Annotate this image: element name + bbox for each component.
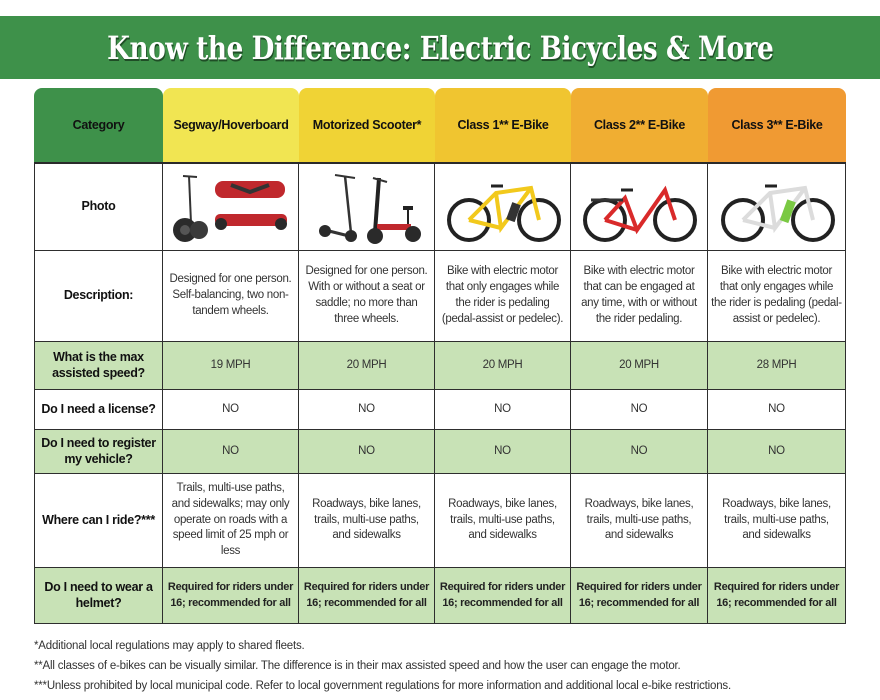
where-ride-class1: Roadways, bike lanes, trails, multi-use … — [435, 474, 571, 568]
description-class2: Bike with electric motor that can be eng… — [571, 251, 708, 342]
footnotes: *Additional local regulations may apply … — [34, 636, 864, 696]
footnote-1: *Additional local regulations may apply … — [34, 640, 305, 652]
row-label-max-speed: What is the max assisted speed? — [34, 342, 163, 390]
header-motorized-scooter: Motorized Scooter* — [299, 88, 435, 164]
max-speed-class3: 28 MPH — [708, 342, 846, 390]
description-scooter: Designed for one person. With or without… — [299, 251, 435, 342]
where-ride-scooter: Roadways, bike lanes, trails, multi-use … — [299, 474, 435, 568]
row-label-photo: Photo — [34, 164, 163, 251]
scooter-image — [318, 174, 421, 244]
row-label-license: Do I need a license? — [34, 390, 163, 430]
segway-hoverboard-image — [172, 175, 287, 242]
page-title: Know the Difference: Electric Bicycles &… — [106, 28, 774, 67]
helmet-class1: Required for riders under 16; recommende… — [435, 568, 571, 624]
register-segway: NO — [163, 430, 299, 474]
where-ride-segway: Trails, multi-use paths, and sidewalks; … — [163, 474, 299, 568]
photo-cell-class1 — [435, 164, 571, 251]
photo-cell-segway — [163, 164, 299, 251]
max-speed-class1: 20 MPH — [435, 342, 571, 390]
register-class1: NO — [435, 430, 571, 474]
photo-cell-scooter — [299, 164, 435, 251]
helmet-segway: Required for riders under 16; recommende… — [163, 568, 299, 624]
license-class3: NO — [708, 390, 846, 430]
header-category: Category — [34, 88, 163, 164]
where-ride-class3: Roadways, bike lanes, trails, multi-use … — [708, 474, 846, 568]
description-class3: Bike with electric motor that only engag… — [708, 251, 846, 342]
helmet-class3: Required for riders under 16; recommende… — [708, 568, 846, 624]
class2-ebike-image — [583, 185, 697, 242]
header-class2-ebike: Class 2** E-Bike — [571, 88, 708, 164]
header-segway-hoverboard: Segway/Hoverboard — [163, 88, 299, 164]
row-label-register: Do I need to register my vehicle? — [34, 430, 163, 474]
license-class2: NO — [571, 390, 708, 430]
class1-ebike-image — [446, 184, 561, 242]
header-class1-ebike: Class 1** E-Bike — [435, 88, 571, 164]
license-class1: NO — [435, 390, 571, 430]
where-ride-class2: Roadways, bike lanes, trails, multi-use … — [571, 474, 708, 568]
register-class2: NO — [571, 430, 708, 474]
row-label-description: Description: — [34, 251, 163, 342]
register-class3: NO — [708, 430, 846, 474]
comparison-table: Category Segway/Hoverboard Motorized Sco… — [34, 88, 846, 624]
class3-ebike-image — [720, 184, 835, 242]
photo-cell-class2 — [571, 164, 708, 251]
register-scooter: NO — [299, 430, 435, 474]
license-scooter: NO — [299, 390, 435, 430]
footnote-2: **All classes of e-bikes can be visually… — [34, 660, 681, 672]
license-segway: NO — [163, 390, 299, 430]
helmet-class2: Required for riders under 16; recommende… — [571, 568, 708, 624]
helmet-scooter: Required for riders under 16; recommende… — [299, 568, 435, 624]
photo-cell-class3 — [708, 164, 846, 251]
header-class3-ebike: Class 3** E-Bike — [708, 88, 846, 164]
description-class1: Bike with electric motor that only engag… — [435, 251, 571, 342]
title-banner: Know the Difference: Electric Bicycles &… — [0, 16, 880, 79]
description-segway: Designed for one person. Self-balancing,… — [163, 251, 299, 342]
max-speed-scooter: 20 MPH — [299, 342, 435, 390]
max-speed-class2: 20 MPH — [571, 342, 708, 390]
row-label-where-ride: Where can I ride?*** — [34, 474, 163, 568]
max-speed-segway: 19 MPH — [163, 342, 299, 390]
footnote-3: ***Unless prohibited by local municipal … — [34, 680, 731, 692]
row-label-helmet: Do I need to wear a helmet? — [34, 568, 163, 624]
